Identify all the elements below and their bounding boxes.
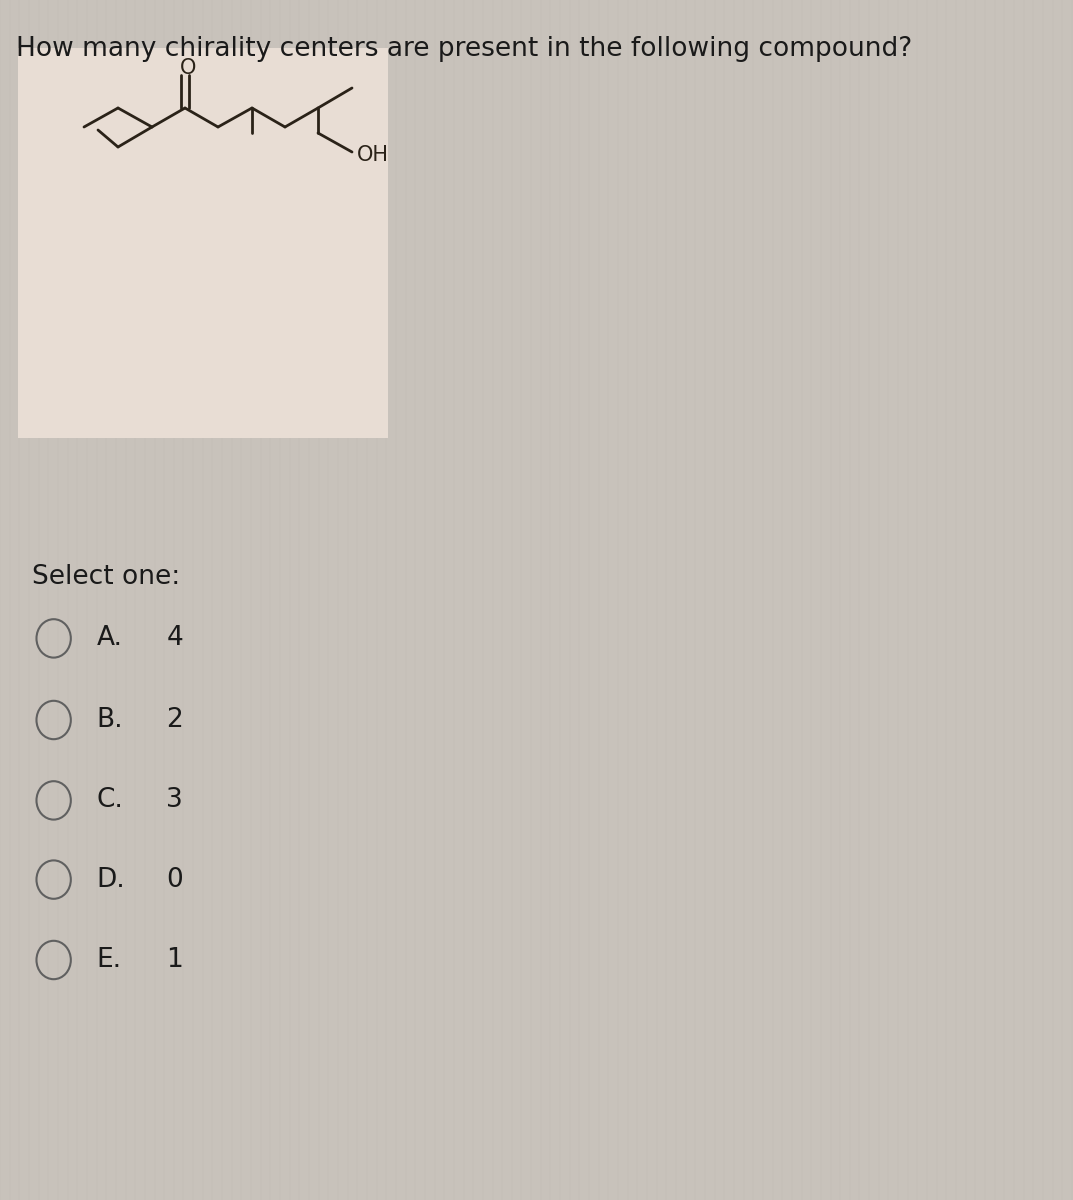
Bar	[18, 48, 388, 438]
Text: A.: A.	[97, 625, 122, 652]
Text: 3: 3	[166, 787, 183, 814]
Text: Select one:: Select one:	[32, 564, 180, 590]
Text: 0: 0	[166, 866, 183, 893]
Text: 1: 1	[166, 947, 183, 973]
Text: C.: C.	[97, 787, 123, 814]
Text: OH: OH	[357, 145, 389, 164]
Text: E.: E.	[97, 947, 121, 973]
Text: O: O	[180, 58, 196, 78]
Text: B.: B.	[97, 707, 123, 733]
Text: How many chirality centers are present in the following compound?: How many chirality centers are present i…	[16, 36, 912, 62]
Text: 4: 4	[166, 625, 183, 652]
Text: D.: D.	[97, 866, 126, 893]
Text: 2: 2	[166, 707, 183, 733]
